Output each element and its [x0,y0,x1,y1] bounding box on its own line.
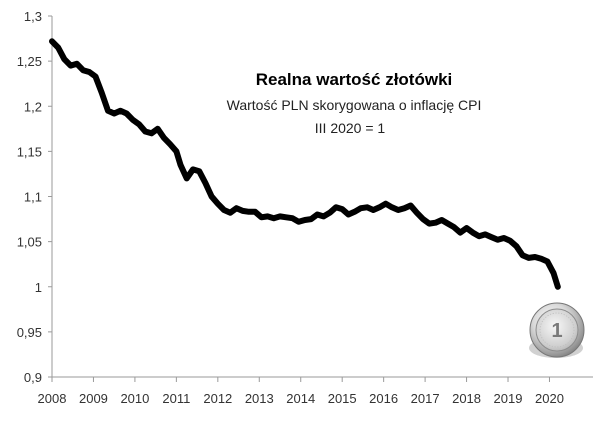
x-tick-label: 2016 [369,391,398,406]
x-tick-label: 2013 [245,391,274,406]
x-tick-label: 2009 [79,391,108,406]
series-line [49,38,561,290]
y-tick-label: 0,9 [24,370,42,385]
y-axis-ticks: 0,9 0,95 1 1,05 1,1 1,15 1,2 1,25 1,3 [17,9,52,385]
series-layer [49,38,561,290]
svg-text:1: 1 [551,320,562,342]
y-tick-label: 1,1 [24,190,42,205]
coin-icon: 1 [529,302,585,358]
x-tick-label: 2018 [452,391,481,406]
x-tick-label: 2011 [162,391,190,406]
x-tick-label: 2015 [328,391,357,406]
chart-subtitle-base: III 2020 = 1 [315,120,386,136]
y-tick-label: 1,3 [24,9,42,24]
y-tick-label: 1,25 [17,54,42,69]
x-tick-label: 2017 [411,391,440,406]
x-tick-label: 2010 [120,391,149,406]
x-tick-label: 2012 [203,391,232,406]
x-axis-ticks: 2008 2009 2010 2011 2012 2013 2014 2015 2016 2017… [38,377,564,406]
x-tick-label: 2019 [494,391,523,406]
y-tick-label: 0,95 [17,325,42,340]
x-tick-label: 2014 [286,391,315,406]
chart-subtitle: Wartość PLN skorygowana o inflację CPI [227,97,482,113]
x-tick-label: 2020 [535,391,564,406]
y-tick-label: 1,2 [24,99,42,114]
y-tick-label: 1 [35,280,42,295]
chart-title: Realna wartość złotówki [256,70,453,89]
x-tick-label: 2008 [38,391,67,406]
y-tick-label: 1,15 [17,144,42,159]
y-tick-label: 1,05 [17,235,42,250]
